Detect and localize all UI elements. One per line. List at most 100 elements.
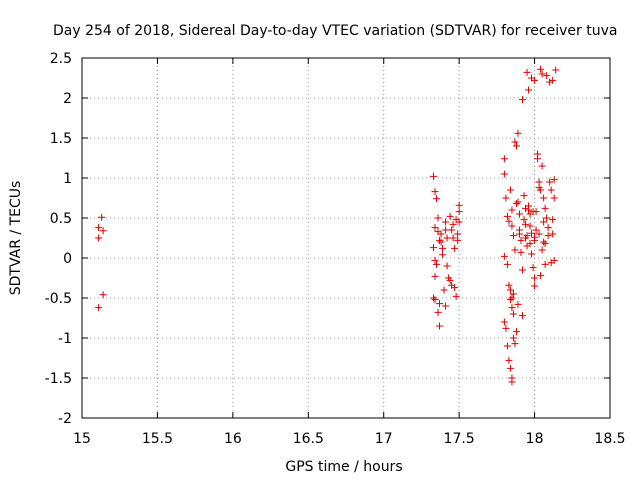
data-point — [552, 66, 560, 74]
data-point — [439, 244, 447, 252]
data-point — [439, 251, 447, 259]
y-tick-label: 1.5 — [50, 131, 72, 147]
data-point — [537, 65, 545, 73]
data-point — [99, 291, 107, 299]
data-point — [515, 210, 523, 218]
data-point — [442, 226, 450, 234]
x-tick-label: 17 — [375, 431, 393, 447]
data-point — [538, 162, 546, 170]
y-tick-label: -0.5 — [45, 291, 72, 307]
data-point — [519, 96, 527, 104]
data-point — [503, 212, 511, 220]
data-point — [550, 194, 558, 202]
data-point — [544, 232, 552, 240]
data-point — [429, 172, 437, 180]
data-point — [431, 224, 439, 232]
data-point — [505, 356, 513, 364]
x-tick-label: 15.5 — [142, 431, 173, 447]
data-point — [445, 274, 453, 282]
data-point — [549, 230, 557, 238]
data-point — [440, 286, 448, 294]
data-point — [509, 290, 517, 298]
data-point — [442, 218, 450, 226]
data-point — [434, 228, 442, 236]
data-point — [95, 234, 103, 242]
data-point — [541, 240, 549, 248]
data-point — [431, 272, 439, 280]
data-point — [506, 364, 514, 372]
data-point — [532, 226, 540, 234]
data-point — [99, 227, 107, 235]
y-tick-label: 2.5 — [50, 51, 72, 67]
data-point — [550, 256, 558, 264]
data-point — [531, 236, 539, 244]
y-tick-label: -1.5 — [45, 371, 72, 387]
data-point — [546, 78, 554, 86]
x-tick-label: 18.5 — [594, 431, 625, 447]
data-point — [429, 294, 437, 302]
data-point — [540, 238, 548, 246]
grid-lines — [82, 58, 610, 418]
data-point — [452, 216, 460, 224]
data-point — [547, 186, 555, 194]
data-point — [503, 260, 511, 268]
data-point — [506, 186, 514, 194]
data-point — [537, 272, 545, 280]
data-point — [517, 248, 525, 256]
data-point — [519, 266, 527, 274]
data-point — [511, 340, 519, 348]
data-point — [540, 194, 548, 202]
data-point — [517, 236, 525, 244]
y-tick-label: -1 — [58, 331, 72, 347]
data-point — [526, 240, 534, 248]
x-tick-label: 16 — [224, 431, 242, 447]
data-point — [534, 155, 542, 163]
data-point — [522, 220, 530, 228]
x-axis-label: GPS time / hours — [285, 459, 402, 475]
data-point — [505, 281, 513, 289]
data-point — [505, 217, 513, 225]
data-point — [538, 70, 546, 78]
data-point — [443, 234, 451, 242]
data-point — [538, 246, 546, 254]
data-point — [437, 238, 445, 246]
data-point — [454, 230, 462, 238]
data-point — [514, 198, 522, 206]
data-point — [506, 286, 514, 294]
data-point — [515, 230, 523, 238]
data-point — [511, 246, 519, 254]
data-point — [446, 212, 454, 220]
y-tick-label: 0.5 — [50, 211, 72, 227]
data-point — [531, 282, 539, 290]
data-point — [525, 206, 533, 214]
x-tick-label: 18 — [526, 431, 544, 447]
data-point — [500, 155, 508, 163]
data-point — [442, 302, 450, 310]
data-point — [500, 252, 508, 260]
data-point — [520, 216, 528, 224]
data-point — [500, 170, 508, 178]
y-tick-label: -2 — [58, 411, 72, 427]
data-point — [451, 284, 459, 292]
data-point — [528, 229, 536, 237]
data-point — [431, 296, 439, 304]
data-point — [532, 208, 540, 216]
data-point — [500, 318, 508, 326]
x-tick-label: 15 — [73, 431, 91, 447]
data-point — [449, 220, 457, 228]
data-point — [455, 201, 463, 209]
data-point — [540, 218, 548, 226]
data-point — [514, 129, 522, 137]
data-point — [535, 230, 543, 238]
data-point — [509, 310, 517, 318]
data-point — [512, 200, 520, 208]
data-point — [508, 206, 516, 214]
data-point — [508, 304, 516, 312]
data-point — [95, 224, 103, 232]
data-point — [549, 216, 557, 224]
data-point — [512, 142, 520, 150]
data-point — [508, 378, 516, 386]
data-point — [520, 192, 528, 200]
data-point — [502, 194, 510, 202]
data-point — [448, 226, 456, 234]
